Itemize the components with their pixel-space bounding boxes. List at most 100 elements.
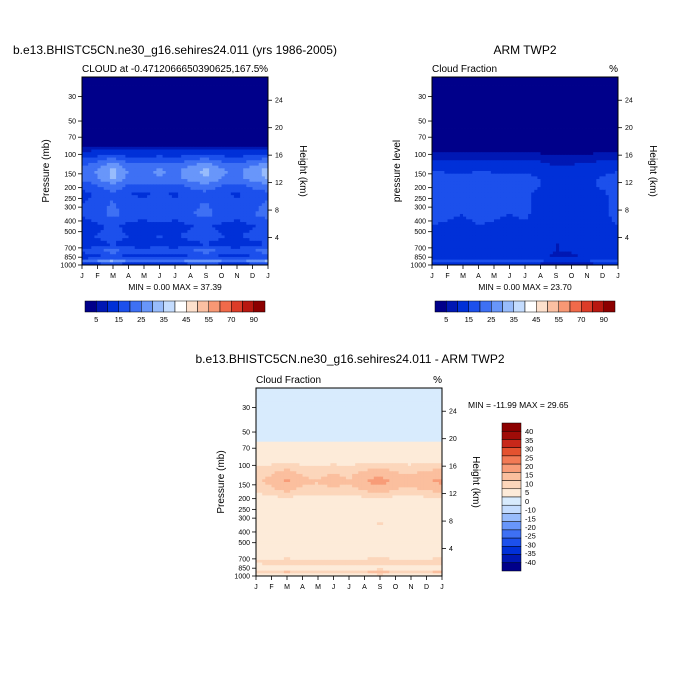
heatmap-cell	[144, 114, 148, 118]
heatmap-cell	[109, 82, 114, 86]
heatmap-cell	[218, 125, 222, 129]
heatmap-cell	[230, 216, 235, 220]
heatmap-cell	[209, 90, 213, 94]
heatmap-cell	[175, 152, 179, 156]
heatmap-cell	[218, 179, 222, 183]
heatmap-cell	[156, 243, 160, 247]
heatmap-cell	[91, 114, 95, 118]
heatmap-cell	[528, 93, 532, 97]
heatmap-cell	[202, 248, 207, 252]
heatmap-cell	[178, 77, 182, 81]
heatmap-cell	[187, 208, 191, 212]
heatmap-cell	[156, 93, 160, 97]
heatmap-cell	[122, 216, 126, 220]
heatmap-cell	[264, 141, 269, 145]
heatmap-cell	[171, 90, 176, 94]
heatmap-cell	[97, 138, 101, 142]
heatmap-cell	[113, 103, 117, 107]
heatmap-cell	[264, 240, 269, 244]
heatmap-cell	[246, 224, 250, 228]
heatmap-cell	[153, 248, 157, 252]
heatmap-cell	[122, 184, 126, 188]
heatmap-cell	[602, 79, 606, 83]
heatmap-cell	[463, 87, 467, 91]
heatmap-cell	[125, 101, 129, 105]
heatmap-cell	[552, 103, 557, 107]
heatmap-cell	[175, 95, 179, 99]
heatmap-cell	[113, 171, 117, 175]
heatmap-cell	[100, 251, 105, 255]
heatmap-cell	[515, 77, 520, 81]
heatmap-cell	[162, 168, 167, 172]
heatmap-cell	[243, 165, 247, 169]
heatmap-cell	[481, 95, 486, 99]
heatmap-cell	[221, 141, 225, 145]
heatmap-cell	[94, 136, 98, 140]
heatmap-cell	[221, 85, 225, 89]
heatmap-cell	[131, 117, 136, 121]
heatmap-cell	[450, 98, 455, 102]
heatmap-cell	[100, 109, 105, 113]
heatmap-cell	[212, 235, 216, 239]
heatmap-cell	[206, 130, 210, 134]
heatmap-cell	[196, 136, 201, 140]
heatmap-cell	[221, 133, 225, 137]
heatmap-cell	[212, 184, 216, 188]
heatmap-cell	[484, 98, 489, 102]
heatmap-cell	[91, 149, 95, 153]
heatmap-cell	[85, 160, 89, 164]
heatmap-cell	[447, 79, 451, 83]
heatmap-cell	[261, 138, 266, 142]
heatmap-cell	[202, 103, 207, 107]
heatmap-cell	[258, 262, 263, 266]
heatmap-cell	[540, 93, 544, 97]
heatmap-cell	[94, 106, 98, 110]
heatmap-cell	[150, 216, 154, 220]
heatmap-cell	[91, 82, 95, 86]
heatmap-cell	[227, 117, 232, 121]
heatmap-cell	[131, 149, 136, 153]
heatmap-cell	[209, 246, 213, 250]
heatmap-cell	[190, 211, 194, 215]
heatmap-cell	[531, 95, 535, 99]
heatmap-cell	[506, 90, 510, 94]
heatmap-cell	[215, 211, 219, 215]
heatmap-cell	[159, 133, 163, 137]
heatmap-cell	[218, 205, 222, 209]
heatmap-cell	[469, 90, 473, 94]
heatmap-cell	[109, 95, 114, 99]
heatmap-cell	[171, 125, 176, 129]
heatmap-cell	[165, 230, 170, 234]
heatmap-cell	[212, 85, 216, 89]
heatmap-cell	[224, 106, 229, 110]
heatmap-cell	[230, 224, 235, 228]
heatmap-cell	[534, 98, 538, 102]
heatmap-cell	[258, 122, 263, 126]
heatmap-cell	[215, 205, 219, 209]
heatmap-cell	[122, 90, 126, 94]
heatmap-cell	[227, 119, 232, 124]
heatmap-cell	[137, 103, 142, 107]
heatmap-cell	[202, 187, 207, 191]
heatmap-cell	[252, 111, 256, 115]
heatmap-cell	[144, 93, 148, 97]
heatmap-cell	[103, 195, 108, 199]
heatmap-cell	[246, 181, 250, 185]
heatmap-cell	[571, 98, 575, 102]
heatmap-cell	[122, 154, 126, 158]
heatmap-cell	[181, 179, 185, 183]
heatmap-cell	[590, 87, 594, 91]
heatmap-cell	[240, 192, 244, 196]
heatmap-cell	[190, 95, 194, 99]
heatmap-cell	[546, 79, 551, 83]
heatmap-cell	[224, 168, 229, 172]
heatmap-cell	[82, 138, 86, 142]
heatmap-cell	[168, 103, 173, 107]
heatmap-cell	[131, 90, 136, 94]
heatmap-cell	[233, 119, 238, 124]
heatmap-cell	[252, 95, 256, 99]
heatmap-cell	[264, 230, 269, 234]
heatmap-cell	[150, 146, 154, 150]
heatmap-cell	[113, 216, 117, 220]
